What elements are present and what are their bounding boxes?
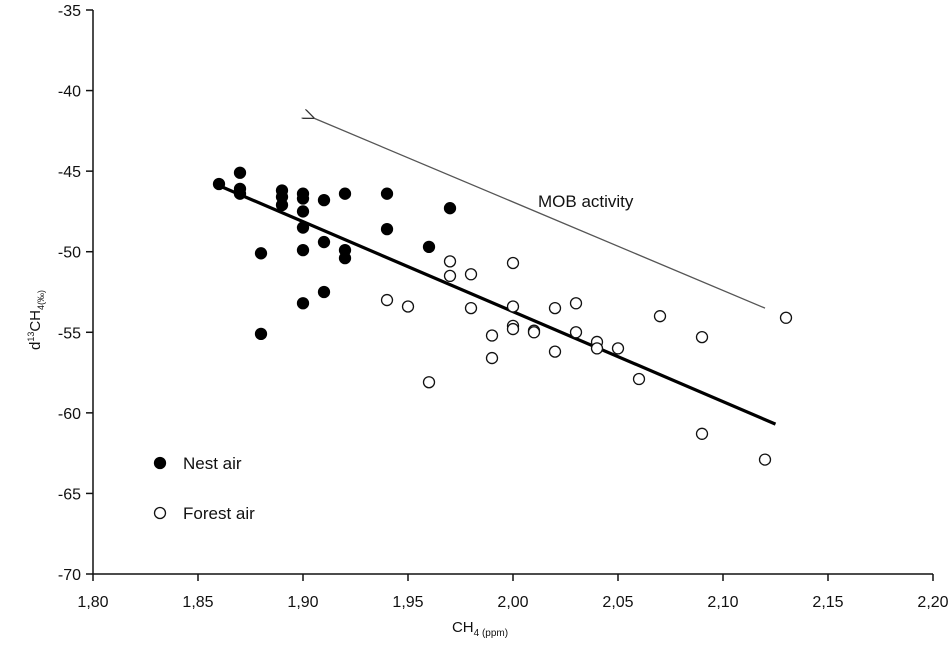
x-axis-title-sub: 4 (ppm) (474, 628, 508, 639)
nest-air-point (296, 243, 310, 257)
y-tick-label: -55 (58, 325, 81, 342)
y-axis-title-sup: 13 (26, 332, 36, 342)
forest-air-point (590, 342, 604, 355)
y-tick-label: -60 (58, 406, 81, 423)
y-tick-label: -50 (58, 245, 81, 262)
forest-air-point (779, 311, 793, 324)
legend-label-forest-air: Forest air (183, 504, 255, 523)
x-axis-title-main: CH (452, 619, 474, 636)
forest-air-point (422, 376, 436, 389)
forest-air-point (401, 300, 415, 313)
x-tick-label: 2,05 (602, 594, 633, 611)
nest-air-point (296, 205, 310, 218)
nest-air-point (233, 166, 247, 179)
nest-air-point (212, 177, 226, 191)
y-tick-label: -45 (58, 164, 81, 181)
forest-air-point (443, 269, 457, 283)
forest-air-point (548, 345, 562, 358)
y-axis-title-sub: 4(‰) (36, 290, 46, 310)
forest-air-point (695, 330, 709, 344)
forest-air-point (485, 351, 499, 365)
x-tick-label: 1,95 (392, 594, 423, 611)
y-ticks: -35 -40 -45 -50 -55 -60 -65 -70 (58, 3, 93, 584)
nest-air-point (380, 223, 394, 236)
y-tick-label: -40 (58, 84, 81, 101)
x-tick-label: 1,90 (287, 594, 318, 611)
y-axis-title-main: CH (27, 310, 44, 332)
forest-air-point (548, 301, 562, 315)
forest-air-point (464, 301, 478, 315)
nest-air-point (317, 285, 331, 299)
nest-air-point (422, 240, 436, 254)
x-tick-label: 2,10 (707, 594, 738, 611)
mob-activity-label: MOB activity (538, 192, 634, 211)
x-axis-title: CH4 (ppm) (452, 619, 508, 639)
legend-label-nest-air: Nest air (183, 454, 242, 473)
nest-air-point (254, 247, 268, 260)
forest-air-point (464, 268, 478, 281)
legend-marker-forest-air (153, 506, 167, 520)
nest-air-point (296, 297, 310, 310)
x-tick-label: 2,15 (812, 594, 843, 611)
x-tick-label: 2,00 (497, 594, 528, 611)
x-ticks: 1,80 1,85 1,90 1,95 2,00 2,05 2,10 2,15 2,20 (77, 574, 949, 611)
legend: Nest air Forest air (153, 454, 255, 523)
forest-air-point (506, 300, 520, 313)
y-tick-label: -65 (58, 486, 81, 503)
y-axis-title-prefix: d (27, 342, 44, 350)
axes (92, 10, 933, 575)
y-tick-label: -70 (58, 567, 81, 584)
forest-air-point (380, 293, 394, 307)
forest-air-point (443, 255, 457, 268)
forest-air-point (611, 342, 625, 355)
forest-air-point (632, 372, 646, 386)
nest-air-point (296, 192, 310, 205)
nest-air-point (296, 221, 310, 234)
nest-air-point (443, 202, 457, 215)
forest-air-point (527, 326, 541, 339)
forest-air-point (506, 256, 520, 270)
forest-air-point (695, 427, 709, 440)
nest-air-point (338, 187, 352, 200)
nest-air-point (233, 187, 247, 200)
forest-air-point (653, 310, 667, 323)
nest-air-point (275, 198, 289, 212)
nest-air-point (317, 235, 331, 249)
mob-activity-arrow (314, 118, 766, 309)
legend-marker-nest-air (153, 456, 167, 470)
nest-air-point (254, 327, 268, 341)
nest-air-point (338, 252, 352, 265)
x-tick-label: 1,85 (182, 594, 213, 611)
regression-line (218, 184, 777, 426)
forest-air-point (569, 297, 583, 310)
y-axis-title: d13CH4(‰) (26, 290, 46, 350)
nest-air-point (317, 193, 331, 207)
forest-air-point (758, 453, 772, 466)
data-points (212, 166, 793, 466)
forest-air-point (569, 326, 583, 339)
nest-air-point (380, 187, 394, 200)
x-tick-label: 2,20 (917, 594, 948, 611)
x-tick-label: 1,80 (77, 594, 108, 611)
forest-air-point (485, 329, 499, 342)
forest-air-point (506, 322, 520, 336)
y-tick-label: -35 (58, 3, 81, 20)
